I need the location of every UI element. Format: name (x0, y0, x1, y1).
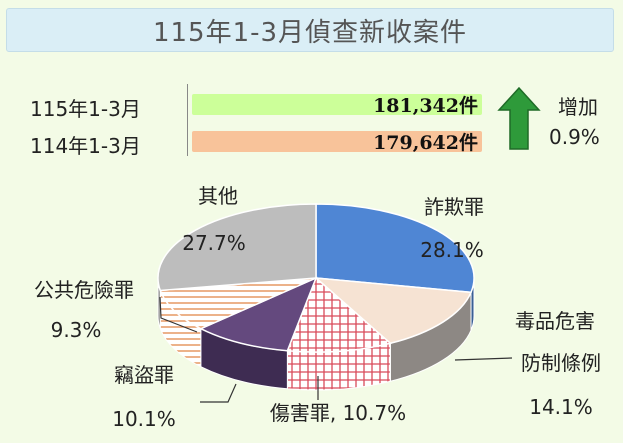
slice-label-separator: , (330, 401, 343, 425)
pie-slice-other (157, 203, 317, 292)
change-value: 0.9% (549, 125, 600, 149)
pie-tops (157, 203, 475, 353)
bar-previous: 179,642件 (192, 131, 482, 154)
slice-name-theft: 竊盜罪 (114, 363, 174, 387)
slice-name-drug-line2: 防制條例 (521, 351, 601, 375)
slice-name-public-danger: 公共危險罪 (34, 278, 134, 302)
up-arrow-icon (497, 86, 541, 150)
pie-slice-drug (313, 277, 473, 345)
slice-name-injury: 傷害罪 (270, 401, 330, 425)
bar-axis (187, 84, 188, 156)
row-label-previous: 114年1-3月 (30, 134, 141, 158)
slice-name-other: 其他 (198, 184, 238, 208)
pie-labels: 其他 27.7% 詐欺罪 28.1% 毒品危害 防制條例 14.1% 公共危險罪… (34, 184, 601, 431)
change-label: 增加 (558, 95, 598, 119)
pie-slice-injury (286, 276, 392, 353)
title-text: 115年1-3月偵查新收案件 (152, 17, 468, 48)
slice-label-injury: 傷害罪, 10.7% (270, 401, 406, 425)
slice-label-fraud: 28.1% (420, 238, 484, 262)
pie-slice-theft (199, 276, 318, 352)
leader-line-drug (454, 357, 513, 361)
bar-current: 181,342件 (192, 94, 482, 117)
slice-name-drug-line1: 毒品危害 (515, 309, 595, 333)
slice-label-public-danger: 9.3% (51, 318, 102, 342)
slice-label-other: 27.7% (182, 231, 246, 255)
pie-slice-public-danger (159, 277, 317, 330)
slice-label-theft: 10.1% (112, 407, 176, 431)
slice-value-injury: 10.7% (343, 401, 407, 425)
leader-line-theft (200, 383, 237, 403)
bar-value-previous: 179,642件 (373, 132, 478, 154)
bar-value-current: 181,342件 (373, 95, 478, 117)
pie-leaders (159, 296, 513, 403)
leader-line-public-danger (159, 296, 198, 333)
row-label-current: 115年1-3月 (30, 97, 141, 121)
slice-label-drug: 14.1% (529, 395, 593, 419)
page-title: 115年1-3月偵查新收案件 (6, 8, 614, 52)
slice-name-fraud: 詐欺罪 (424, 195, 484, 219)
pie-slice-fraud (315, 203, 475, 294)
